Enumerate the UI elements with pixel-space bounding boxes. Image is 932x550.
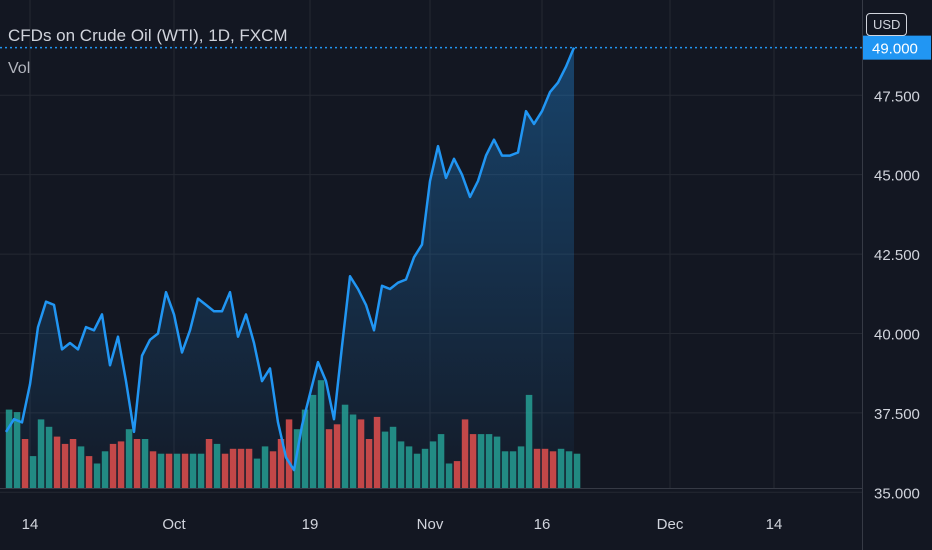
volume-bar: [469, 434, 477, 488]
volume-bar: [61, 443, 69, 488]
volume-bar: [325, 429, 333, 488]
x-tick-label: 16: [534, 516, 551, 533]
volume-bar: [109, 443, 117, 488]
volume-bar: [189, 453, 197, 488]
y-tick-label: 35.000: [874, 485, 920, 502]
volume-bar: [141, 439, 149, 488]
volume-bar: [213, 443, 221, 488]
volume-bar: [29, 456, 37, 488]
volume-bar: [549, 451, 557, 489]
volume-bar: [565, 451, 573, 489]
volume-bar: [205, 439, 213, 488]
volume-bar: [53, 436, 61, 489]
volume-bar: [253, 458, 261, 488]
volume-bar: [493, 436, 501, 489]
volume-bar: [277, 439, 285, 488]
volume-bar: [221, 453, 229, 488]
volume-bar: [357, 419, 365, 488]
volume-bar: [237, 448, 245, 488]
volume-bar: [365, 439, 373, 488]
volume-bar: [477, 434, 485, 488]
volume-bar: [541, 448, 549, 488]
volume-bar: [133, 439, 141, 488]
x-tick-label: Nov: [417, 516, 444, 533]
volume-bar: [157, 453, 165, 488]
last-price-label: 49.000: [872, 41, 918, 58]
x-tick-label: 14: [766, 516, 783, 533]
volume-bar: [341, 404, 349, 488]
volume-bar: [37, 419, 45, 488]
volume-bar: [525, 394, 533, 488]
currency-button[interactable]: USD: [866, 13, 908, 36]
volume-bar: [333, 424, 341, 488]
price-area: [6, 47, 574, 488]
price-area-fill: [6, 47, 574, 488]
volume-bar: [93, 463, 101, 488]
x-tick-label: 19: [302, 516, 319, 533]
volume-bar: [101, 451, 109, 489]
y-tick-label: 42.500: [874, 247, 920, 264]
volume-bar: [349, 414, 357, 488]
price-line: [4, 47, 576, 472]
volume-bar: [533, 448, 541, 488]
volume-bar: [149, 451, 157, 489]
volume-bar: [301, 409, 309, 488]
volume-bar: [165, 453, 173, 488]
volume-bar: [445, 463, 453, 488]
volume-bar: [405, 446, 413, 489]
volume-bar: [21, 439, 29, 488]
price-line-group: [0, 46, 862, 472]
volume-bar: [77, 446, 85, 489]
volume-bar: [173, 453, 181, 488]
volume-bar: [245, 448, 253, 488]
volume-bar: [517, 446, 525, 489]
volume-label: Vol: [8, 60, 31, 77]
volume-bar: [557, 448, 565, 488]
chart-title: CFDs on Crude Oil (WTI), 1D, FXCM: [8, 26, 288, 45]
volume-bar: [397, 441, 405, 488]
volume-bar: [69, 439, 77, 488]
volume-bar: [461, 419, 469, 488]
volume-bar: [117, 441, 125, 488]
volume-bar: [317, 380, 325, 488]
y-tick-label: 37.500: [874, 406, 920, 423]
volume-bar: [5, 409, 13, 488]
volume-bar: [261, 446, 269, 489]
volume-bar: [573, 453, 581, 488]
volume-bar: [501, 451, 509, 489]
volume-bar: [485, 434, 493, 488]
volume-bar: [389, 426, 397, 489]
x-tick-label: Oct: [162, 516, 186, 533]
x-tick-label: 14: [22, 516, 39, 533]
volume-bar: [229, 448, 237, 488]
volume-bar: [269, 451, 277, 489]
volume-bar: [285, 419, 293, 488]
volume-bars: [5, 380, 581, 489]
volume-bar: [509, 451, 517, 489]
y-tick-label: 40.000: [874, 326, 920, 343]
volume-bar: [309, 394, 317, 488]
volume-bar: [381, 431, 389, 488]
y-tick-label: 47.500: [874, 88, 920, 105]
volume-bar: [45, 426, 53, 489]
volume-bar: [429, 441, 437, 488]
volume-bar: [13, 412, 21, 489]
volume-bar: [181, 453, 189, 488]
volume-bar: [85, 456, 93, 488]
x-tick-label: Dec: [657, 516, 684, 533]
volume-bar: [373, 416, 381, 488]
volume-bar: [437, 434, 445, 488]
volume-bar: [197, 453, 205, 488]
volume-bar: [413, 453, 421, 488]
volume-bar: [125, 429, 133, 488]
volume-bar: [453, 461, 461, 489]
volume-bar: [421, 448, 429, 488]
y-tick-label: 45.000: [874, 168, 920, 185]
last-price-tag: [863, 35, 931, 60]
